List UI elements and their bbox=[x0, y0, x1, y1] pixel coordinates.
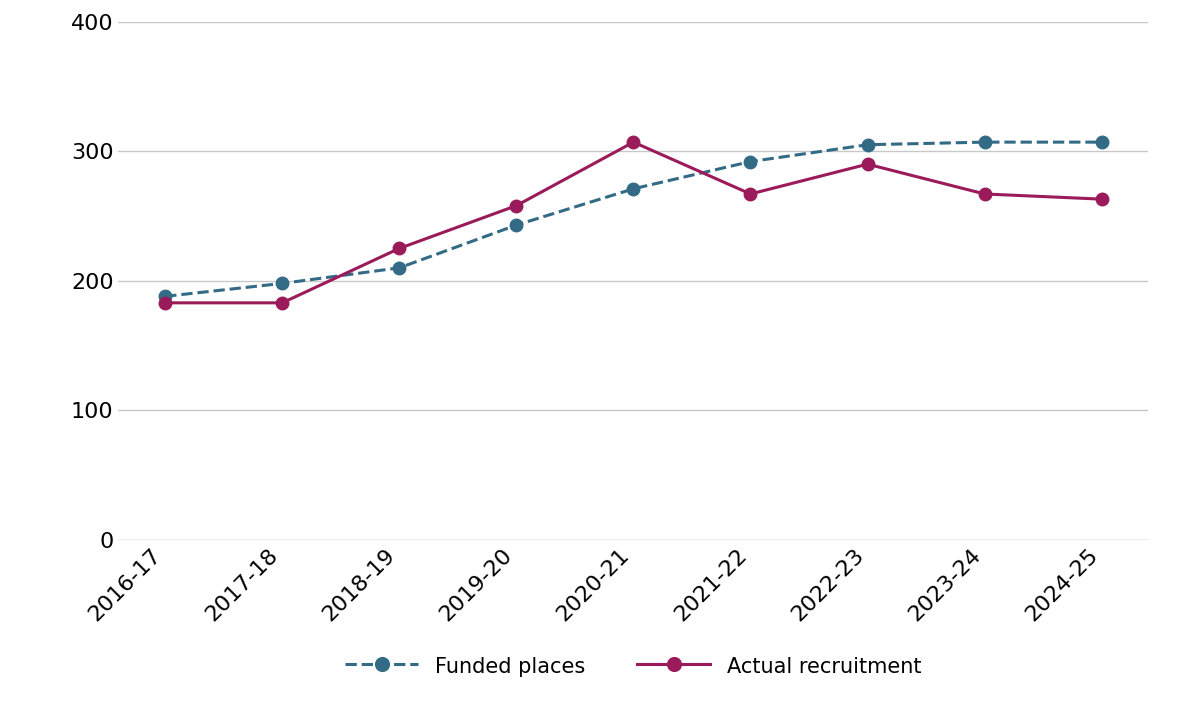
Actual recruitment bbox=[626, 138, 641, 146]
Legend: Funded places, Actual recruitment: Funded places, Actual recruitment bbox=[337, 647, 929, 685]
Actual recruitment bbox=[275, 299, 289, 307]
Funded places bbox=[159, 292, 173, 301]
Line: Actual recruitment: Actual recruitment bbox=[159, 136, 1108, 309]
Actual recruitment bbox=[744, 189, 758, 198]
Actual recruitment bbox=[978, 189, 992, 198]
Actual recruitment bbox=[1094, 195, 1108, 204]
Actual recruitment bbox=[509, 202, 523, 210]
Funded places bbox=[392, 264, 406, 272]
Funded places bbox=[978, 138, 992, 146]
Actual recruitment bbox=[392, 244, 406, 253]
Actual recruitment bbox=[861, 160, 875, 168]
Funded places bbox=[626, 184, 641, 193]
Funded places bbox=[509, 221, 523, 230]
Funded places bbox=[861, 140, 875, 149]
Funded places bbox=[744, 157, 758, 166]
Line: Funded places: Funded places bbox=[159, 136, 1108, 302]
Funded places bbox=[275, 279, 289, 288]
Funded places bbox=[1094, 138, 1108, 146]
Actual recruitment bbox=[159, 299, 173, 307]
